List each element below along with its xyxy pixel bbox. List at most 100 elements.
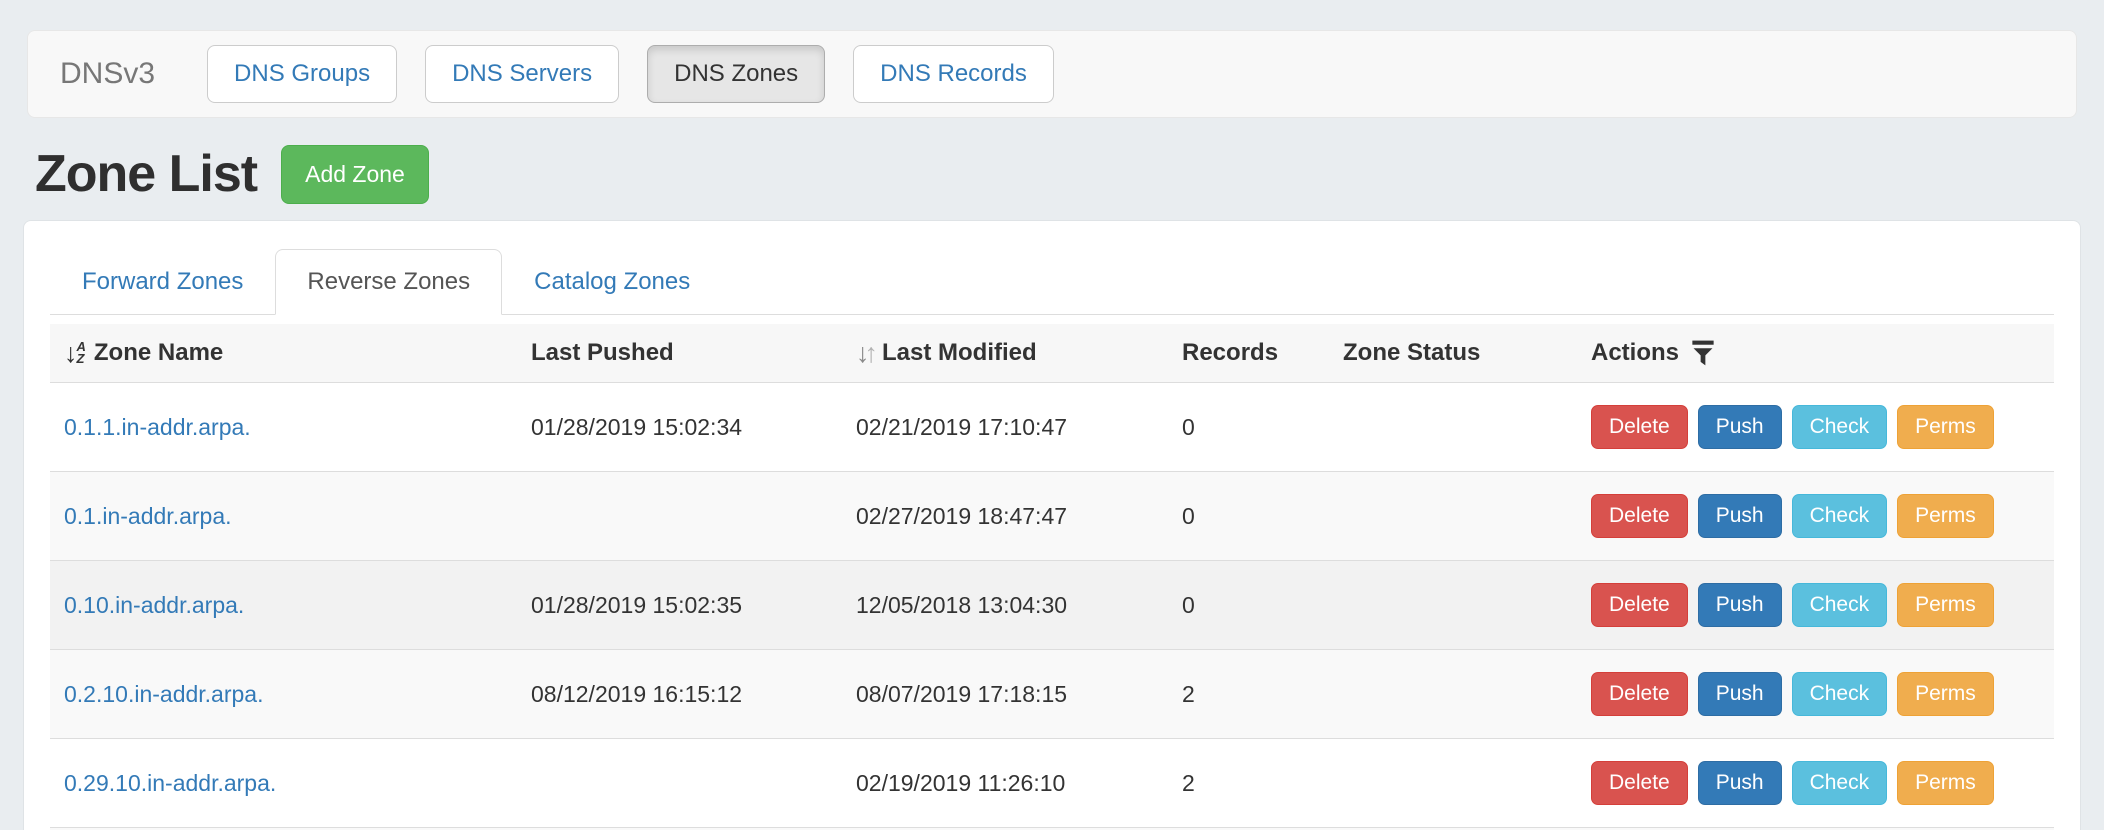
page-header: Zone List Add Zone <box>35 144 2077 204</box>
delete-button[interactable]: Delete <box>1591 405 1688 449</box>
column-label: Actions <box>1591 339 1680 366</box>
last-pushed-cell: 08/12/2019 16:15:12 <box>517 649 842 739</box>
column-label: Last Pushed <box>531 339 674 366</box>
tab-reverse-zones[interactable]: Reverse Zones <box>275 249 503 315</box>
records-cell: 1 <box>1168 827 1329 830</box>
last-modified-cell: 02/19/2019 11:26:10 <box>842 738 1168 828</box>
push-button[interactable]: Push <box>1697 583 1782 627</box>
push-button[interactable]: Push <box>1697 672 1782 716</box>
tab-forward-zones[interactable]: Forward Zones <box>82 268 244 295</box>
delete-button[interactable]: Delete <box>1591 672 1688 716</box>
records-cell: 0 <box>1168 560 1329 650</box>
perms-button[interactable]: Perms <box>1897 583 1994 627</box>
table-header-row: ↓ A Z Zone Name Last Pushed ↓ ↑ Last Modifi… <box>50 324 2054 383</box>
zone-link[interactable]: 0.29.10.in-addr.arpa. <box>64 769 277 796</box>
last-modified-cell: 02/27/2019 18:47:47 <box>842 471 1168 561</box>
last-pushed-cell: 01/28/2019 15:02:34 <box>517 382 842 472</box>
zone-link[interactable]: 0.1.in-addr.arpa. <box>64 502 232 529</box>
last-pushed-cell: 01/28/2019 15:02:35 <box>517 827 842 830</box>
table-row: 0.4.10.in-addr.arpa.01/28/2019 15:02:350… <box>50 827 2054 830</box>
filter-icon[interactable] <box>1691 340 1715 366</box>
column-label: Last Modified <box>882 339 1037 366</box>
zone-name-cell: 0.2.10.in-addr.arpa. <box>50 649 517 739</box>
zone-table-body: 0.1.1.in-addr.arpa. 01/28/2019 15:02:34 02… <box>50 382 2054 830</box>
table-row: 0.2.10.in-addr.arpa. 08/12/2019 16:15:12 0… <box>50 649 2054 739</box>
last-modified-cell: 12/05/2018 13:04:30 <box>842 560 1168 650</box>
check-button[interactable]: Check <box>1791 761 1888 805</box>
push-button[interactable]: Push <box>1697 761 1782 805</box>
table-row: 0.29.10.in-addr.arpa. 02/19/2019 11:26:10… <box>50 738 2054 828</box>
check-button[interactable]: Check <box>1791 583 1888 627</box>
app-brand: DNSv3 <box>60 57 156 90</box>
page-title: Zone List <box>35 145 258 203</box>
last-modified-cell: 02/21/2019 17:10:47 <box>842 382 1168 472</box>
records-cell: 0 <box>1168 471 1329 561</box>
nav-button-group: DNS Groups DNS Servers DNS Zones DNS Rec… <box>207 45 1054 103</box>
table-row: 0.10.in-addr.arpa. 01/28/2019 15:02:35 12/… <box>50 560 2054 650</box>
column-header-last-pushed: Last Pushed <box>517 324 842 383</box>
check-button[interactable]: Check <box>1791 405 1888 449</box>
delete-button[interactable]: Delete <box>1591 583 1688 627</box>
last-pushed-cell <box>517 738 842 828</box>
zone-status-cell <box>1329 827 1577 830</box>
zone-table: ↓ A Z Zone Name Last Pushed ↓ ↑ Last Modifi… <box>50 324 2054 830</box>
last-pushed-cell <box>517 471 842 561</box>
push-button[interactable]: Push <box>1697 494 1782 538</box>
column-header-zone-name[interactable]: ↓ A Z Zone Name <box>50 324 517 383</box>
nav-button-dns-servers[interactable]: DNS Servers <box>425 45 620 103</box>
push-button[interactable]: Push <box>1697 405 1782 449</box>
nav-button-dns-groups[interactable]: DNS Groups <box>207 45 398 103</box>
table-row: 0.1.1.in-addr.arpa. 01/28/2019 15:02:34 02… <box>50 382 2054 472</box>
nav-button-dns-records[interactable]: DNS Records <box>853 45 1054 103</box>
sort-icon: ↓ ↑ <box>856 337 878 368</box>
zone-name-cell: 0.1.in-addr.arpa. <box>50 471 517 561</box>
column-label: Records <box>1182 339 1279 366</box>
perms-button[interactable]: Perms <box>1897 761 1994 805</box>
records-cell: 2 <box>1168 649 1329 739</box>
records-cell: 0 <box>1168 382 1329 472</box>
zone-tabs: Forward Zones Reverse Zones Catalog Zone… <box>50 221 2054 315</box>
zone-name-cell: 0.1.1.in-addr.arpa. <box>50 382 517 472</box>
zone-name-cell: 0.4.10.in-addr.arpa. <box>50 827 517 830</box>
last-modified-cell: 08/07/2019 17:18:15 <box>842 649 1168 739</box>
table-row: 0.1.in-addr.arpa. 02/27/2019 18:47:47 0 Del… <box>50 471 2054 561</box>
perms-button[interactable]: Perms <box>1897 672 1994 716</box>
column-label: Zone Name <box>93 339 224 366</box>
last-modified-cell: 01/08/2019 14:25:25 <box>842 827 1168 830</box>
column-label: Zone Status <box>1343 339 1481 366</box>
add-zone-button[interactable]: Add Zone <box>281 144 429 204</box>
zone-status-cell <box>1329 560 1577 650</box>
zone-link[interactable]: 0.1.1.in-addr.arpa. <box>64 413 251 440</box>
delete-button[interactable]: Delete <box>1591 494 1688 538</box>
zone-link[interactable]: 0.2.10.in-addr.arpa. <box>64 680 264 707</box>
column-header-actions: Actions <box>1577 324 2054 383</box>
column-header-last-modified[interactable]: ↓ ↑ Last Modified <box>842 324 1168 383</box>
perms-button[interactable]: Perms <box>1897 405 1994 449</box>
tab-catalog-zones[interactable]: Catalog Zones <box>534 268 691 295</box>
check-button[interactable]: Check <box>1791 494 1888 538</box>
check-button[interactable]: Check <box>1791 672 1888 716</box>
last-pushed-cell: 01/28/2019 15:02:35 <box>517 560 842 650</box>
zone-list-panel: Forward Zones Reverse Zones Catalog Zone… <box>23 220 2081 830</box>
column-header-zone-status: Zone Status <box>1329 324 1577 383</box>
perms-button[interactable]: Perms <box>1897 494 1994 538</box>
top-navbar: DNSv3 DNS Groups DNS Servers DNS Zones D… <box>27 30 2077 118</box>
zone-name-cell: 0.29.10.in-addr.arpa. <box>50 738 517 828</box>
zone-name-cell: 0.10.in-addr.arpa. <box>50 560 517 650</box>
nav-button-dns-zones[interactable]: DNS Zones <box>647 45 826 103</box>
zone-status-cell <box>1329 471 1577 561</box>
zone-status-cell <box>1329 738 1577 828</box>
sort-alpha-asc-icon: ↓ A Z <box>64 337 86 368</box>
column-header-records: Records <box>1168 324 1329 383</box>
zone-status-cell <box>1329 649 1577 739</box>
zone-status-cell <box>1329 382 1577 472</box>
records-cell: 2 <box>1168 738 1329 828</box>
zone-link[interactable]: 0.10.in-addr.arpa. <box>64 591 245 618</box>
delete-button[interactable]: Delete <box>1591 761 1688 805</box>
